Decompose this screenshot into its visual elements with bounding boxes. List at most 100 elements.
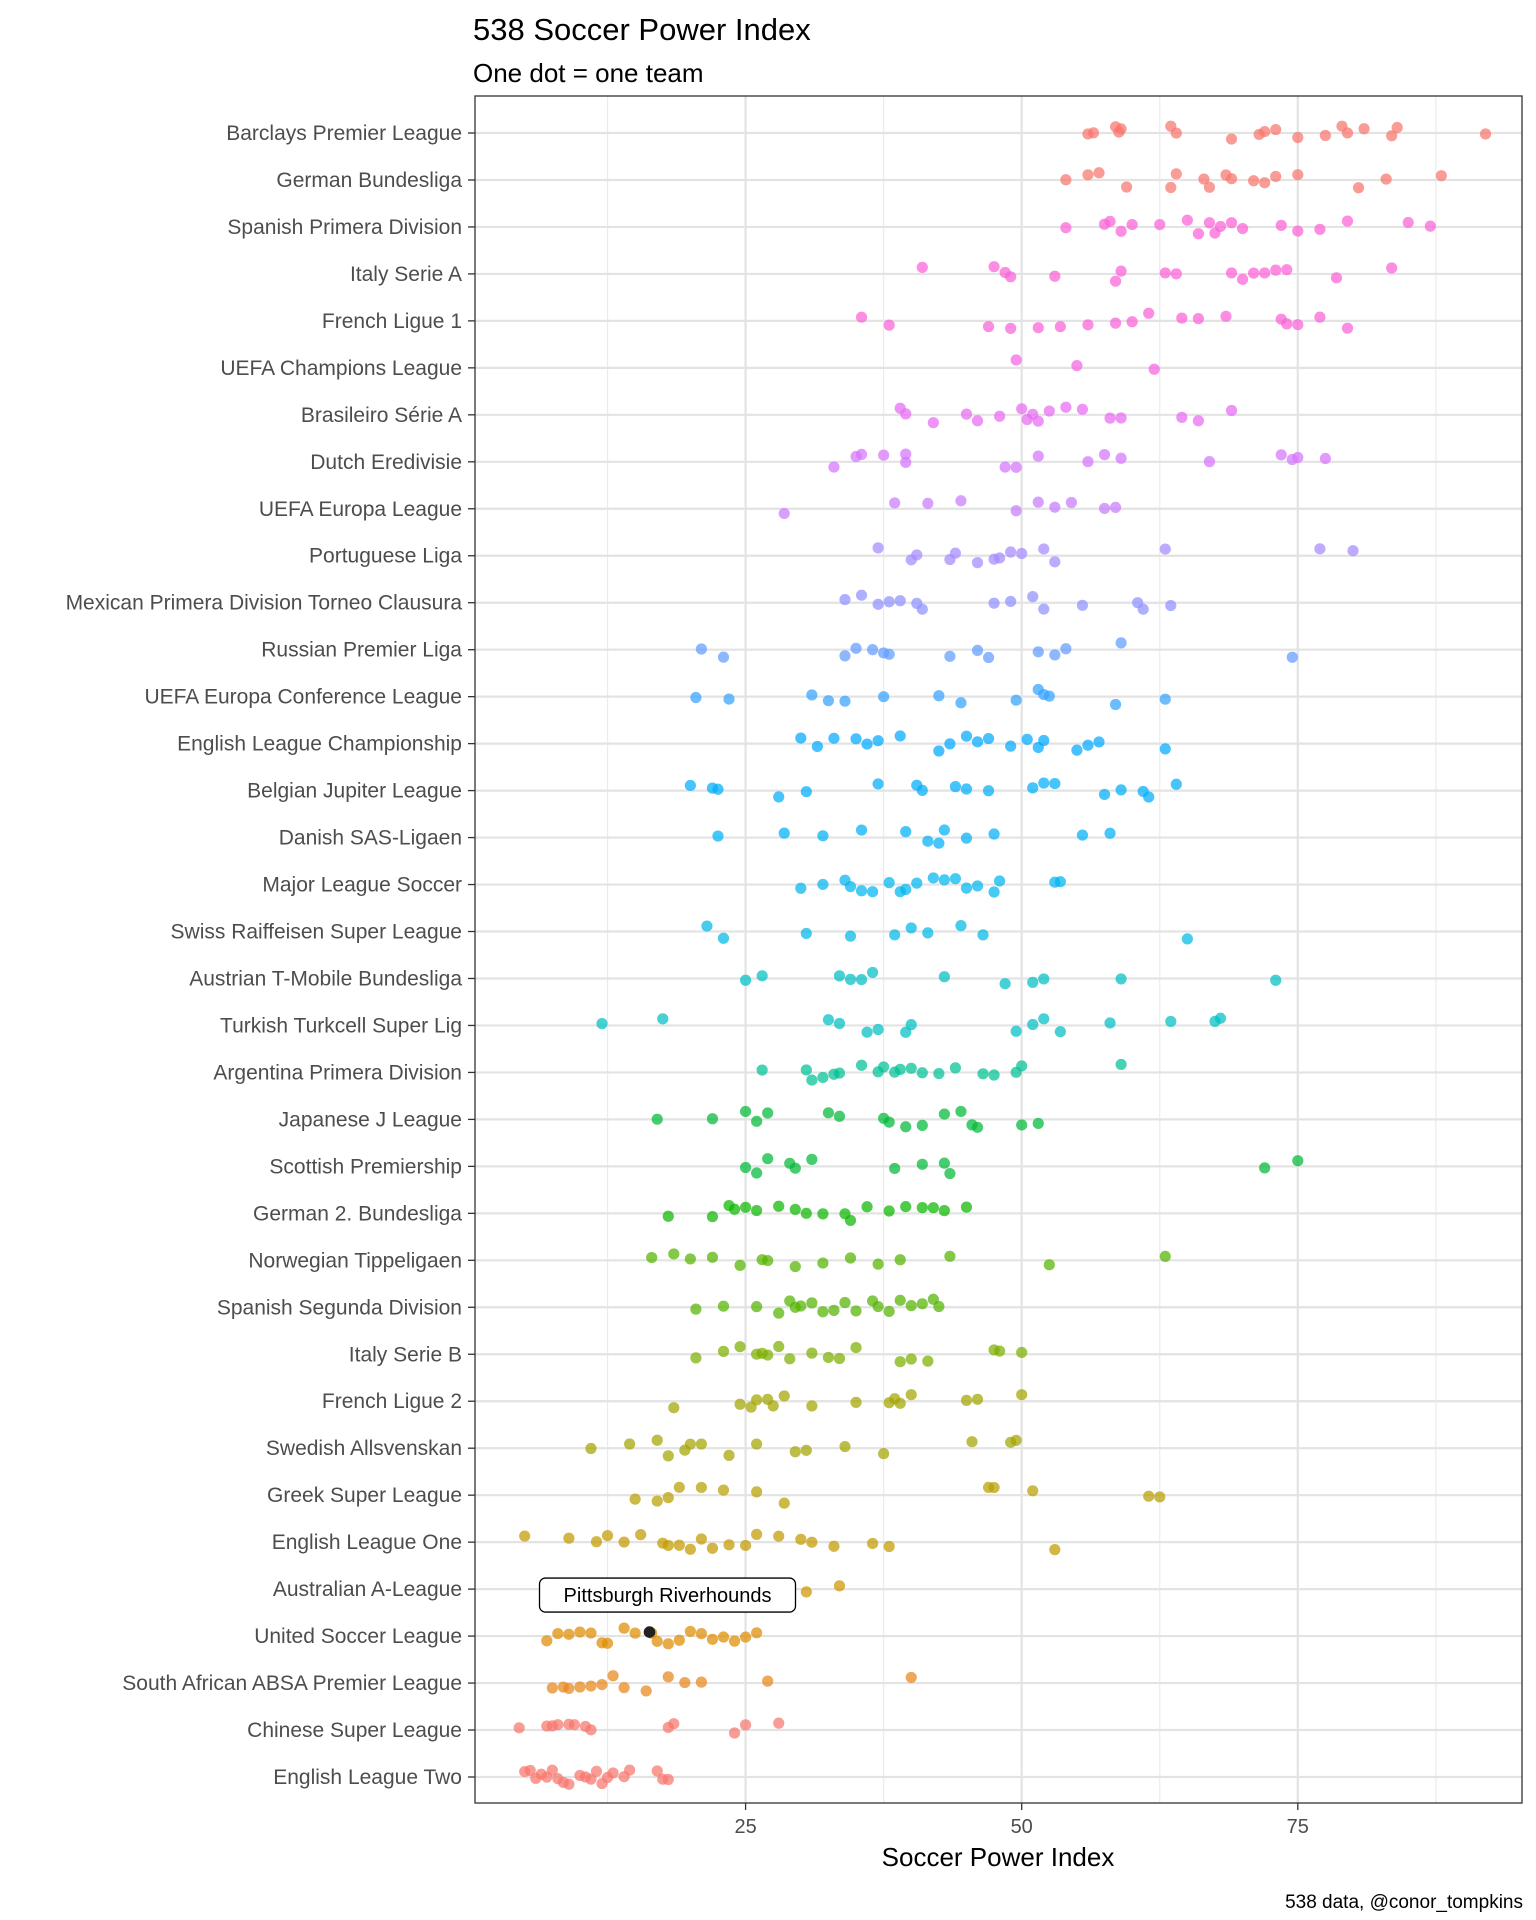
team-point — [607, 1670, 619, 1682]
team-point — [1292, 169, 1304, 181]
team-point — [1281, 264, 1293, 276]
team-point — [767, 1400, 779, 1412]
team-point — [933, 745, 945, 757]
team-point — [988, 1481, 1000, 1494]
team-point — [1005, 546, 1017, 558]
team-point — [574, 1626, 586, 1638]
team-point — [1126, 316, 1138, 328]
team-point — [751, 1301, 763, 1313]
team-point — [982, 785, 995, 797]
team-point — [585, 1442, 597, 1455]
team-point — [966, 1436, 978, 1448]
team-point — [640, 1685, 652, 1697]
team-point — [883, 1305, 895, 1317]
team-point — [1098, 449, 1111, 461]
team-point — [1104, 412, 1116, 424]
x-tick-label: 75 — [1287, 1816, 1309, 1838]
team-point — [1005, 271, 1017, 283]
team-point — [1341, 215, 1354, 227]
team-point — [1082, 169, 1094, 181]
team-point — [739, 1719, 752, 1731]
team-point — [778, 1497, 790, 1509]
team-point — [1236, 273, 1249, 285]
team-point — [773, 791, 785, 803]
team-point — [762, 1153, 774, 1165]
team-point — [817, 1306, 829, 1318]
chart-title: 538 Soccer Power Index — [473, 12, 811, 47]
team-point — [1016, 1389, 1028, 1401]
team-point — [1010, 694, 1022, 706]
team-point — [911, 549, 923, 561]
team-point — [1016, 547, 1028, 560]
team-point — [563, 1778, 575, 1790]
team-point — [695, 1438, 708, 1450]
y-tick-label: Swiss Raiffeisen Super League — [171, 921, 462, 944]
team-point — [916, 1298, 928, 1310]
team-point — [717, 932, 730, 944]
team-point — [1016, 1060, 1028, 1072]
team-point — [596, 1018, 608, 1030]
team-point — [651, 1113, 663, 1125]
team-point — [1005, 740, 1017, 752]
team-point — [1165, 181, 1177, 194]
team-point — [822, 1351, 835, 1364]
team-point — [728, 1727, 741, 1739]
team-point — [839, 593, 851, 606]
team-point — [861, 738, 873, 750]
team-point — [662, 1638, 674, 1650]
team-point — [889, 929, 901, 941]
team-point — [933, 1300, 945, 1313]
team-point — [960, 1201, 973, 1213]
y-tick-label: German Bundesliga — [276, 169, 462, 192]
team-point — [822, 1107, 835, 1119]
team-point — [938, 824, 950, 836]
team-point — [585, 1773, 597, 1785]
team-point — [844, 1214, 857, 1227]
team-point — [994, 1345, 1006, 1357]
team-point — [1198, 173, 1210, 185]
team-point — [1270, 123, 1282, 136]
team-point — [646, 1251, 658, 1264]
team-point — [1214, 220, 1227, 233]
team-point — [949, 781, 962, 793]
team-point — [878, 1448, 890, 1460]
team-point — [712, 830, 724, 842]
team-point — [806, 1347, 818, 1359]
team-point — [1076, 829, 1089, 841]
team-point — [916, 1067, 928, 1079]
team-point — [574, 1681, 586, 1693]
team-point — [844, 880, 857, 893]
team-point — [839, 1296, 851, 1309]
team-point — [1038, 973, 1050, 985]
team-point — [806, 1297, 818, 1309]
team-point — [922, 927, 934, 939]
team-point — [1049, 270, 1061, 282]
y-tick-label: Portuguese Liga — [309, 545, 462, 568]
team-point — [1159, 743, 1171, 755]
team-point — [706, 1251, 719, 1263]
team-point — [1071, 744, 1083, 756]
team-point — [833, 1110, 846, 1122]
team-point — [1060, 401, 1072, 413]
team-point — [1049, 1544, 1061, 1556]
y-axis: Barclays Premier League German Bundesliga… — [66, 122, 475, 1789]
team-point — [800, 1064, 812, 1076]
team-point — [971, 880, 984, 892]
team-point — [806, 689, 818, 701]
team-point — [690, 1352, 702, 1364]
y-tick-label: English League Championship — [177, 733, 462, 756]
team-point — [789, 1446, 801, 1458]
team-point — [817, 1257, 829, 1269]
panel-border — [474, 95, 1523, 1804]
team-point — [1159, 543, 1171, 555]
team-point — [1225, 133, 1238, 145]
team-point — [734, 1259, 746, 1271]
team-point — [872, 735, 884, 747]
team-point — [1192, 228, 1205, 240]
x-axis: 25 50 75 — [734, 1803, 1309, 1838]
team-point — [1049, 649, 1061, 661]
y-tick-label: French Ligue 1 — [322, 310, 462, 333]
team-point — [971, 1121, 984, 1133]
team-point — [994, 552, 1006, 564]
team-point — [695, 1533, 708, 1545]
